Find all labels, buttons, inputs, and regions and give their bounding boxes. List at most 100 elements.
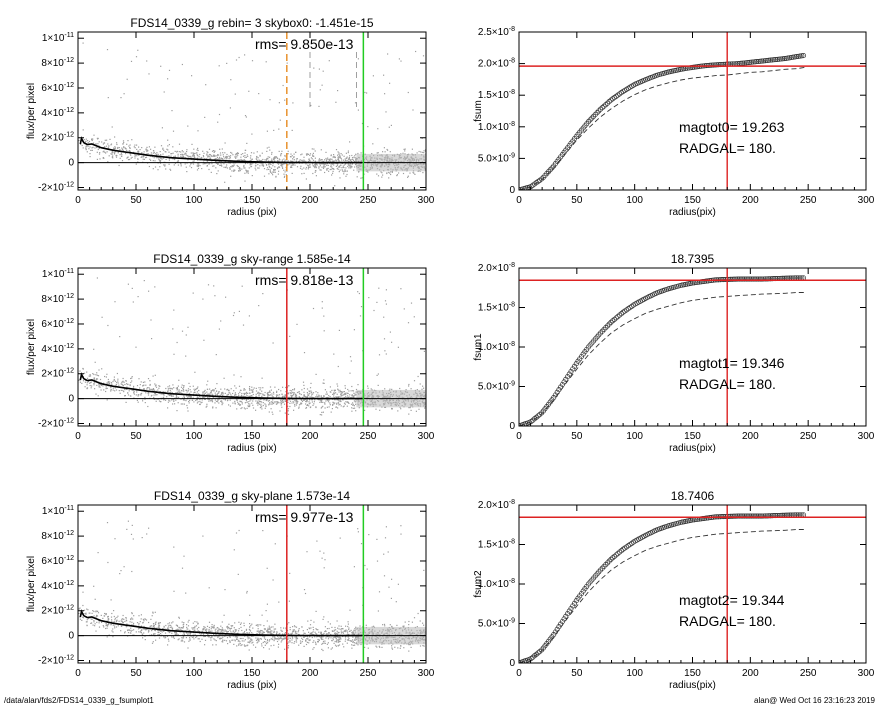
data-point bbox=[317, 392, 319, 394]
data-point bbox=[339, 390, 342, 393]
data-point bbox=[155, 386, 158, 388]
data-point bbox=[309, 163, 311, 166]
data-point bbox=[168, 385, 171, 387]
data-point bbox=[173, 399, 175, 401]
data-point bbox=[189, 638, 191, 640]
data-point bbox=[268, 146, 270, 148]
data-point bbox=[359, 625, 361, 627]
data-point bbox=[223, 166, 225, 168]
data-point bbox=[305, 407, 307, 409]
data-point bbox=[298, 391, 300, 393]
data-point bbox=[218, 630, 220, 632]
data-point bbox=[110, 153, 112, 155]
data-point bbox=[248, 405, 251, 408]
data-point bbox=[229, 399, 231, 401]
data-point bbox=[209, 396, 211, 398]
data-point bbox=[280, 390, 282, 392]
data-point bbox=[100, 614, 102, 616]
data-point bbox=[297, 631, 299, 633]
data-point bbox=[197, 167, 200, 169]
data-point bbox=[149, 384, 151, 386]
data-point bbox=[131, 377, 133, 379]
data-point bbox=[121, 155, 123, 157]
data-point bbox=[183, 156, 185, 159]
data-point bbox=[305, 639, 307, 641]
data-point bbox=[139, 627, 141, 629]
data-point bbox=[107, 616, 109, 618]
data-point bbox=[281, 165, 283, 167]
data-point bbox=[224, 388, 226, 390]
data-point bbox=[279, 637, 281, 639]
data-point bbox=[248, 387, 251, 390]
data-point bbox=[423, 150, 425, 152]
data-point bbox=[130, 627, 132, 629]
data-point bbox=[187, 397, 189, 399]
data-point bbox=[304, 160, 306, 162]
data-point bbox=[322, 636, 324, 638]
data-point bbox=[181, 627, 183, 629]
data-point bbox=[119, 157, 121, 159]
chart-title: FDS14_0339_g sky-range 1.585e-14 bbox=[153, 252, 351, 266]
curve-marker bbox=[712, 62, 718, 68]
data-point bbox=[183, 385, 185, 387]
data-point bbox=[209, 157, 211, 159]
data-point bbox=[102, 385, 104, 387]
data-point bbox=[148, 387, 150, 389]
data-point bbox=[180, 628, 182, 630]
data-point bbox=[282, 167, 284, 169]
data-point bbox=[312, 159, 315, 161]
data-point bbox=[270, 630, 272, 632]
data-point bbox=[391, 171, 393, 173]
data-point bbox=[275, 403, 277, 405]
data-point bbox=[322, 163, 324, 165]
data-point bbox=[344, 169, 346, 171]
data-point bbox=[297, 401, 299, 403]
data-point bbox=[339, 177, 341, 179]
data-point bbox=[354, 639, 356, 641]
curve-marker bbox=[768, 57, 774, 63]
data-point bbox=[166, 148, 168, 150]
data-point bbox=[423, 645, 425, 647]
data-point bbox=[353, 169, 355, 171]
data-point bbox=[299, 167, 302, 169]
data-point bbox=[298, 406, 300, 408]
data-point bbox=[306, 396, 308, 398]
data-point bbox=[246, 636, 249, 638]
data-point bbox=[381, 176, 383, 178]
data-point bbox=[155, 384, 157, 386]
data-point bbox=[327, 167, 329, 169]
data-point bbox=[332, 170, 334, 172]
y-tick-label: 1.5×10-8 bbox=[478, 302, 515, 314]
curve-markers bbox=[519, 275, 807, 426]
data-point bbox=[329, 168, 331, 171]
data-point bbox=[278, 150, 280, 152]
data-point bbox=[172, 395, 174, 397]
data-point bbox=[283, 169, 285, 171]
data-point bbox=[193, 155, 195, 157]
curve-marker bbox=[603, 102, 609, 108]
data-point bbox=[279, 410, 281, 412]
data-point bbox=[152, 641, 154, 643]
data-point bbox=[248, 90, 250, 92]
data-point bbox=[280, 402, 282, 404]
data-point bbox=[186, 149, 188, 151]
data-point bbox=[246, 142, 248, 144]
curve-marker bbox=[780, 56, 786, 62]
data-point bbox=[312, 631, 314, 633]
data-point bbox=[350, 640, 352, 642]
data-point bbox=[307, 620, 309, 622]
data-point bbox=[268, 173, 270, 175]
data-point bbox=[306, 392, 308, 394]
data-point bbox=[333, 642, 335, 644]
data-point bbox=[215, 634, 217, 636]
data-point bbox=[294, 636, 296, 638]
data-point bbox=[250, 166, 252, 168]
data-point bbox=[155, 394, 157, 396]
data-point bbox=[424, 149, 426, 151]
data-point bbox=[278, 396, 280, 398]
data-point bbox=[111, 126, 113, 128]
data-point bbox=[131, 629, 133, 631]
data-point bbox=[293, 642, 295, 644]
data-point bbox=[318, 399, 320, 401]
data-point bbox=[349, 141, 351, 143]
